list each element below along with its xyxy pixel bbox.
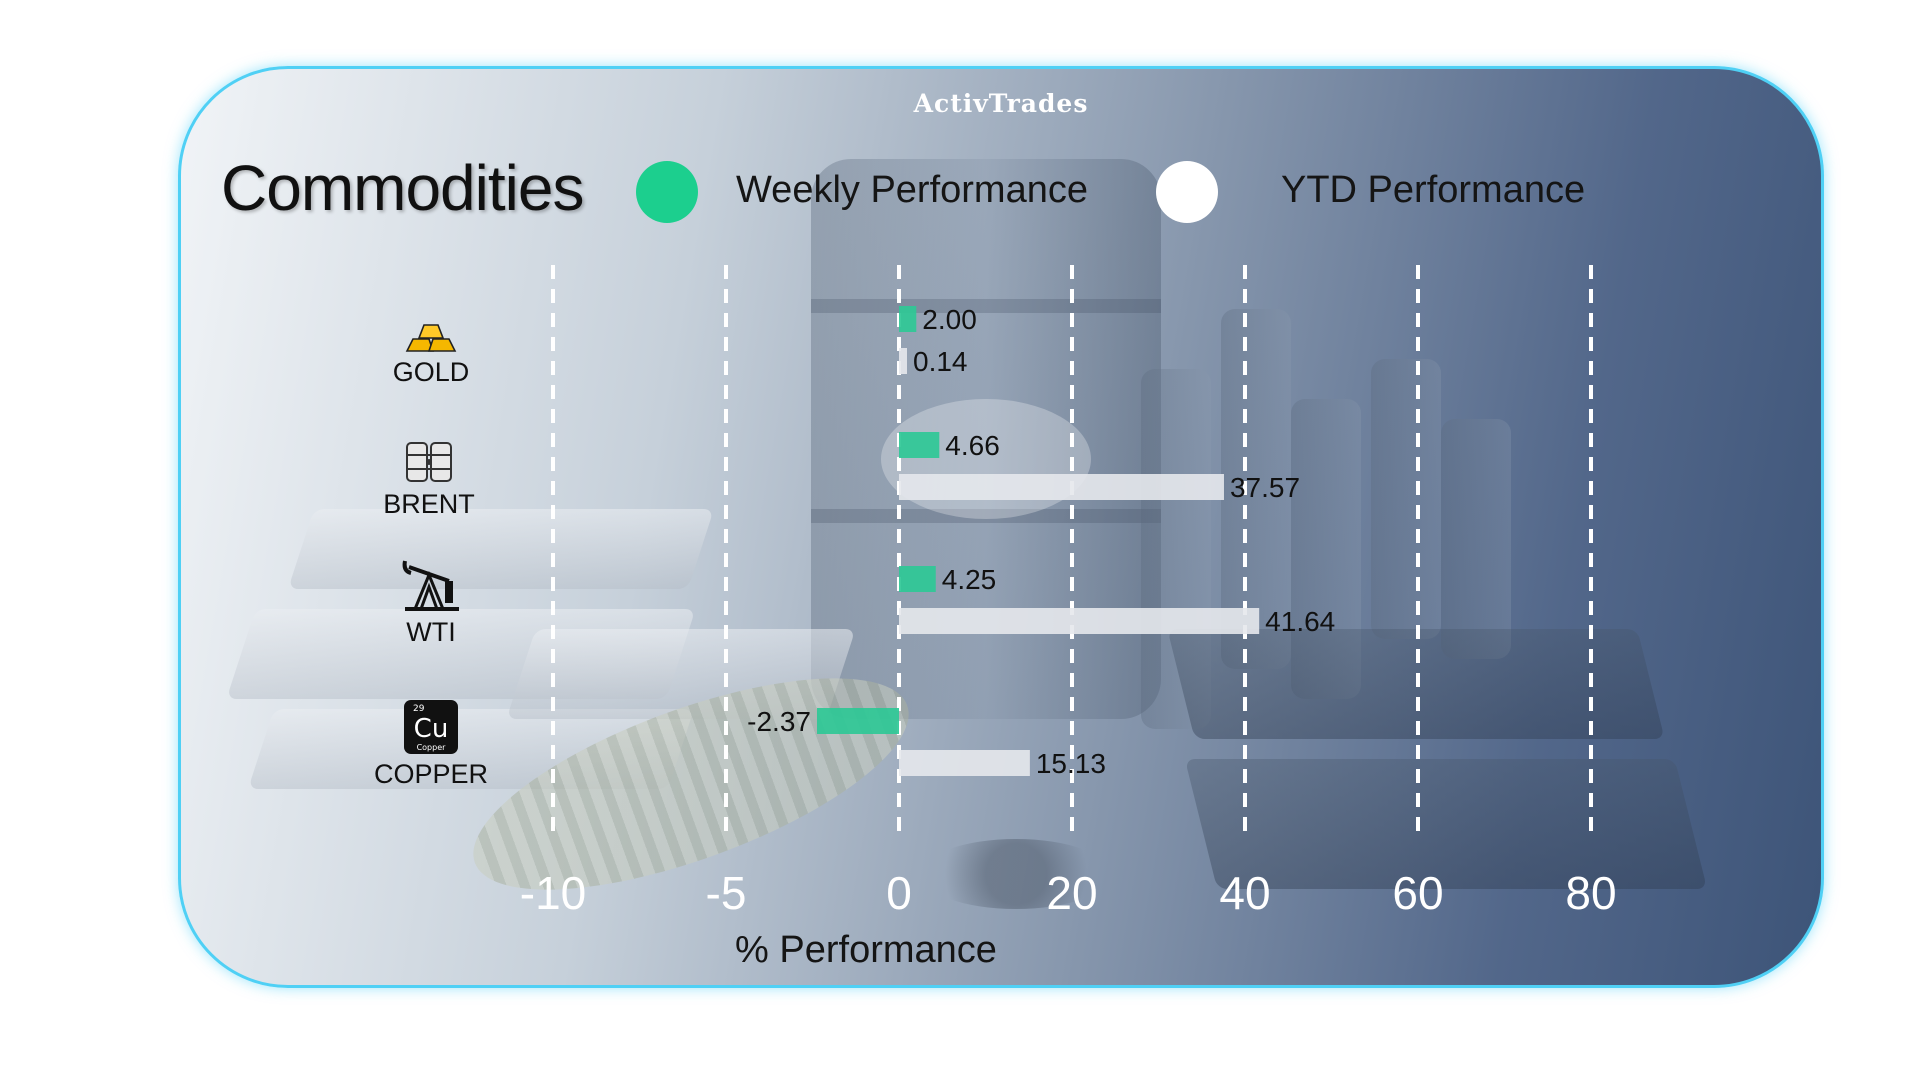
chart-card: ActivTrades Commodities Weekly Performan…: [178, 66, 1824, 988]
data-label: -2.37: [747, 706, 811, 737]
bar-weekly-brent: [899, 432, 940, 458]
bar-ytd-wti: [899, 608, 1260, 634]
bar-weekly-wti: [899, 566, 936, 592]
data-label: 37.57: [1230, 472, 1300, 503]
oil-barrels-icon: [406, 442, 452, 482]
category-wti: WTI: [351, 555, 511, 648]
category-label: WTI: [406, 617, 456, 647]
data-label: 2.00: [922, 304, 977, 335]
pipe-background: [1371, 359, 1441, 639]
category-copper: 29 Cu Copper COPPER: [351, 699, 511, 790]
data-label: 41.64: [1265, 606, 1335, 637]
x-tick-label: 80: [1565, 867, 1616, 919]
chart-title: Commodities: [221, 152, 584, 224]
copper-element-icon: 29 Cu Copper: [404, 700, 458, 754]
category-label: GOLD: [392, 357, 470, 387]
category-label: COPPER: [373, 759, 489, 789]
bar-ytd-copper: [899, 750, 1030, 776]
x-tick-label: 40: [1219, 867, 1270, 919]
category-brent: BRENT: [349, 439, 509, 520]
bar-weekly-gold: [899, 306, 917, 332]
category-gold: GOLD: [351, 319, 511, 388]
bar-chart: -10 -5 0 20 40 60 80 2.00 4.66 4.25 -2.37 0.14 37.57…: [520, 265, 1617, 919]
data-label: 15.13: [1036, 748, 1106, 779]
x-tick-label: -10: [520, 867, 586, 919]
x-tick-label: 20: [1046, 867, 1097, 919]
pipe-background: [1291, 399, 1361, 699]
pipe-background: [1441, 419, 1511, 659]
category-label: BRENT: [383, 489, 475, 519]
x-tick-label: 0: [886, 867, 912, 919]
data-label: 4.25: [942, 564, 997, 595]
x-tick-label: 60: [1392, 867, 1443, 919]
data-label: 4.66: [945, 430, 1000, 461]
svg-text:29: 29: [413, 704, 425, 714]
data-label: 0.14: [913, 346, 968, 377]
x-axis-title: % Performance: [735, 929, 997, 971]
x-tick-label: -5: [706, 867, 747, 919]
oil-pump-icon: [402, 560, 459, 611]
brand-logo: ActivTrades: [913, 89, 1089, 118]
beans-background: [921, 839, 1111, 909]
svg-text:Cu: Cu: [414, 714, 449, 744]
pipe-background: [1141, 369, 1211, 729]
bar-weekly-copper: [816, 708, 899, 734]
svg-text:Copper: Copper: [417, 743, 447, 752]
legend-weekly-label: Weekly Performance: [736, 169, 1088, 211]
bar-ytd-gold: [899, 348, 907, 374]
legend-ytd-label: YTD Performance: [1281, 169, 1586, 211]
legend-ytd-dot: [1156, 161, 1218, 223]
legend-weekly-dot: [636, 161, 698, 223]
gold-bars-icon: [405, 324, 457, 352]
bar-ytd-brent: [899, 474, 1224, 500]
